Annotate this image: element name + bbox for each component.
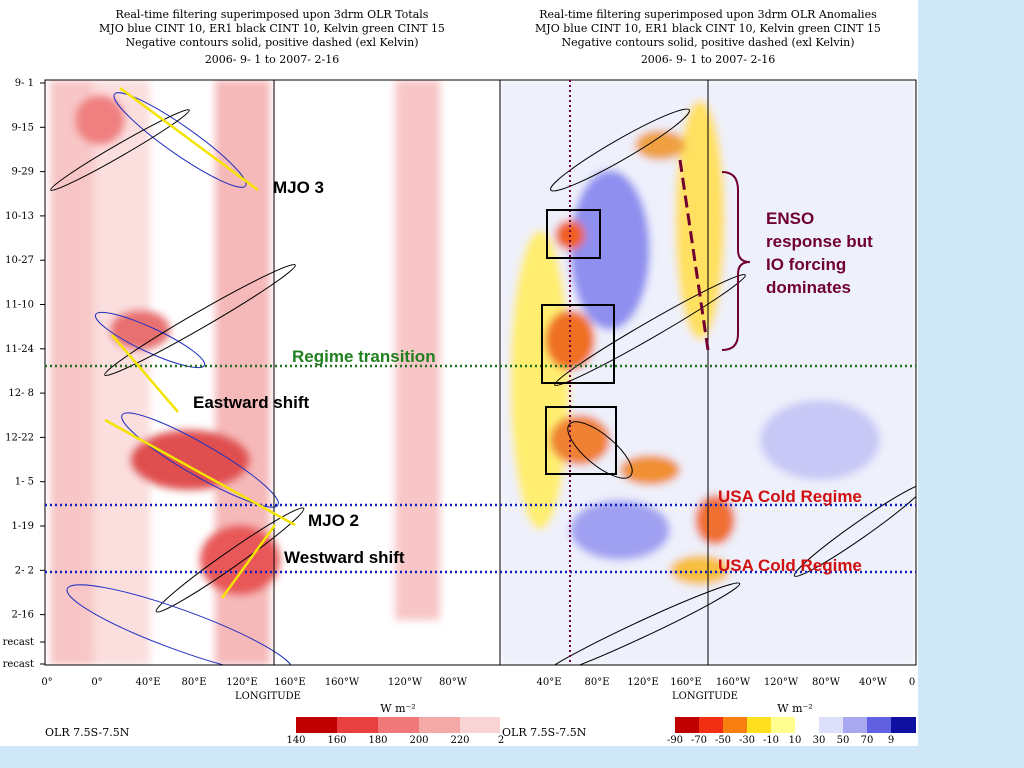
annotation: dominates	[766, 278, 851, 297]
x-tick-label: 120°W	[388, 677, 423, 688]
x-tick-label: 160°W	[325, 677, 360, 688]
panel-dates: 2006- 9- 1 to 2007- 2-16	[205, 53, 339, 66]
y-tick-label: 2- 2	[15, 565, 34, 576]
y-tick-label: 10-13	[5, 211, 34, 222]
annotation: MJO 2	[308, 511, 359, 530]
x-axis-label: LONGITUDE	[235, 691, 301, 702]
frame	[44, 79, 917, 666]
annotation: IO forcing	[766, 255, 846, 274]
units: W m⁻²	[380, 702, 415, 715]
region: OLR 7.5S-7.5N	[502, 726, 587, 739]
colorbar-label: -70	[691, 735, 707, 746]
x-tick-label: 160°E	[274, 677, 305, 688]
annotation: Eastward shift	[193, 393, 310, 412]
panel-title: Real-time filtering superimposed upon 3d…	[116, 8, 429, 21]
colorbar-right	[675, 717, 916, 733]
colorbar-label: 200	[409, 735, 428, 746]
y-tick-label: 11-24	[5, 344, 34, 355]
panel-dates: 2006- 9- 1 to 2007- 2-16	[641, 53, 775, 66]
y-tick-label: recast	[3, 659, 34, 670]
boxes	[541, 209, 617, 475]
panel-title: Negative contours solid, positive dashed…	[561, 36, 854, 49]
x-tick-label: 40°E	[536, 677, 561, 688]
annotation: Westward shift	[284, 548, 405, 567]
dashed-trend	[678, 159, 710, 351]
colorbar-label: 220	[450, 735, 469, 746]
colorbar-label: 2	[498, 735, 504, 746]
y-tick-label: 1- 5	[15, 477, 34, 488]
colorbar-label: 140	[286, 735, 305, 746]
annotation: Regime transition	[292, 347, 436, 366]
x-tick-label: 80°E	[584, 677, 609, 688]
colorbar-label: 180	[368, 735, 387, 746]
colorbar-label: -10	[763, 735, 779, 746]
annotation: USA Cold Regime	[718, 556, 862, 575]
colorbar-label: -90	[667, 735, 683, 746]
panel-title: Negative contours solid, positive dashed…	[125, 36, 418, 49]
colorbar-label: 160	[327, 735, 346, 746]
region: OLR 7.5S-7.5N	[45, 726, 130, 739]
y-tick-label: 12-22	[5, 432, 34, 443]
colorbar-label: 9	[888, 735, 894, 746]
colorbar-label: 30	[813, 735, 826, 746]
y-tick-label: 9- 1	[15, 78, 34, 89]
x-tick-label: 120°E	[627, 677, 658, 688]
units: W m⁻²	[777, 702, 812, 715]
y-tick-label: 2-16	[12, 610, 34, 621]
x-tick-label: 40°W	[859, 677, 888, 688]
annotation: response but	[766, 232, 873, 251]
y-tick-label: 10-27	[5, 255, 34, 266]
y-tick-label: 9-15	[12, 122, 34, 133]
colorbar-label: 50	[837, 735, 850, 746]
y-tick-label: 11-10	[5, 300, 34, 311]
colorbar-label: -50	[715, 735, 731, 746]
arrows	[104, 86, 296, 599]
x-tick-label: 40°E	[135, 677, 160, 688]
y-tick-label: recast	[3, 637, 34, 648]
panel-title: MJO blue CINT 10, ER1 black CINT 10, Kel…	[535, 22, 881, 35]
x-tick-label: 160°E	[670, 677, 701, 688]
x-axis-label: LONGITUDE	[672, 691, 738, 702]
panel-title: MJO blue CINT 10, ER1 black CINT 10, Kel…	[99, 22, 445, 35]
y-tick-label: 12- 8	[8, 388, 34, 399]
x-tick-label: 0°	[41, 677, 52, 688]
colorbar-left	[296, 717, 500, 733]
x-tick-label: 0°	[91, 677, 102, 688]
colorbar-label: 10	[789, 735, 802, 746]
x-tick-label: 0	[909, 677, 915, 688]
y-tick-label: 9-29	[12, 167, 34, 178]
annotation: ENSO	[766, 209, 814, 228]
x-tick-label: 120°W	[764, 677, 799, 688]
brace	[721, 171, 751, 351]
contours	[50, 92, 916, 665]
x-tick-label: 80°W	[812, 677, 841, 688]
colorbar-label: 70	[861, 735, 874, 746]
annotation: USA Cold Regime	[718, 487, 862, 506]
colorbar-label: -30	[739, 735, 755, 746]
x-tick-label: 80°W	[439, 677, 468, 688]
x-tick-label: 160°W	[716, 677, 751, 688]
x-tick-label: 120°E	[226, 677, 257, 688]
x-tick-label: 80°E	[181, 677, 206, 688]
annotation: MJO 3	[273, 178, 324, 197]
y-tick-label: 1-19	[12, 521, 34, 532]
panel-title: Real-time filtering superimposed upon 3d…	[539, 8, 877, 21]
